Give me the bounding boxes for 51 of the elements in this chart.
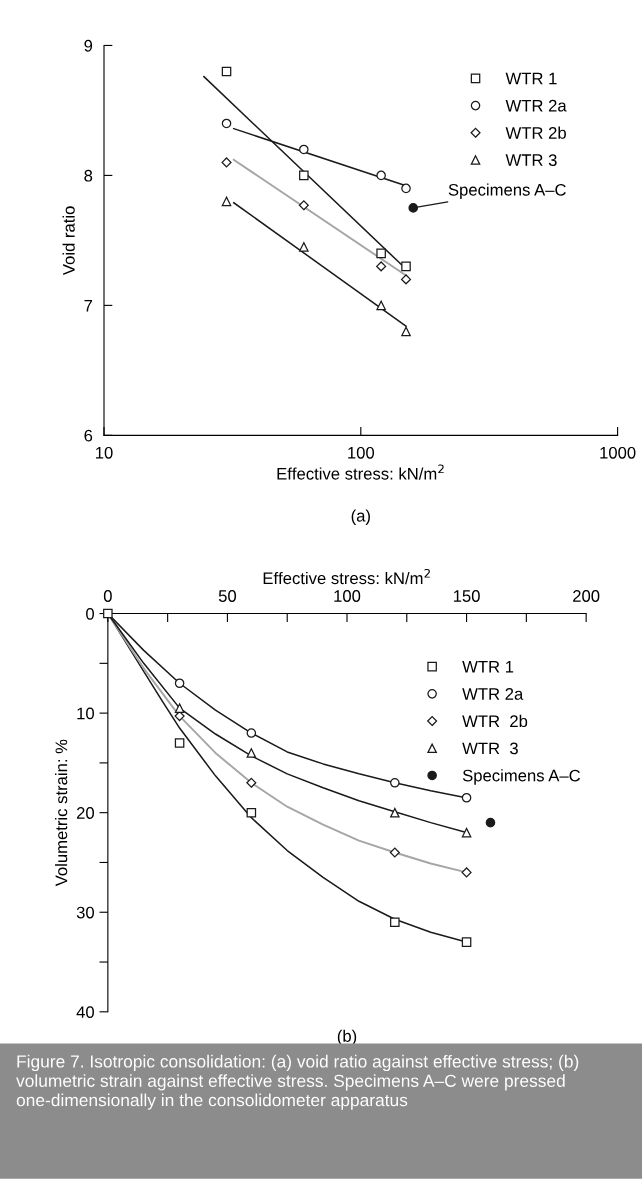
- legend-label: WTR 2b: [505, 126, 566, 139]
- point: [174, 678, 185, 689]
- x-axis-title: Effective stress: kN/m$^{2}$: [277, 464, 444, 480]
- point: [246, 748, 257, 758]
- point: [246, 728, 257, 738]
- legend-label: WTR 3: [462, 742, 518, 755]
- x-tick-label: 150: [453, 590, 480, 602]
- point: [461, 827, 472, 838]
- point: [461, 792, 472, 803]
- legend-label: WTR 2b: [462, 714, 528, 728]
- x-tick-label: 50: [218, 590, 237, 602]
- y-tick-label: 9: [84, 39, 93, 52]
- y-tick-label: 0: [86, 607, 95, 620]
- point: [174, 738, 185, 748]
- legend-label: WTR 2a: [462, 688, 524, 700]
- y-tick-label: 20: [76, 807, 95, 819]
- x-tick-label: 1000: [600, 446, 636, 459]
- point: [246, 807, 257, 818]
- y-axis-title: Volumetric strain: %: [55, 739, 68, 887]
- point: [389, 847, 400, 858]
- y-tick-label: 30: [76, 906, 95, 919]
- legend-label: WTR 1: [505, 72, 557, 85]
- legend-label: WTR 1: [462, 661, 514, 673]
- y-tick-label: 7: [84, 299, 93, 312]
- point: [390, 807, 400, 818]
- legend-label: Specimens A–C: [462, 769, 581, 785]
- annotation: Specimens A–C: [448, 183, 566, 200]
- point: [485, 817, 496, 828]
- y-tick-label: 8: [84, 169, 93, 182]
- point: [461, 937, 472, 947]
- y-axis-title: Void ratio: [62, 206, 75, 276]
- x-tick-label: 100: [334, 590, 361, 602]
- point: [390, 778, 400, 788]
- text: (a): [351, 509, 370, 525]
- x-axis-title: Effective stress: kN/m$^{2}$: [263, 568, 430, 585]
- y-tick-label: 10: [77, 707, 95, 720]
- x-tick-label: 0: [103, 590, 112, 602]
- x-tick-label: 10: [96, 446, 113, 459]
- y-tick-label: 40: [76, 1006, 95, 1019]
- point: [390, 917, 400, 927]
- point: [103, 608, 113, 619]
- y-tick-label: 6: [84, 429, 93, 442]
- legend-label: WTR 2a: [505, 99, 567, 112]
- legend-label: WTR 3: [505, 154, 557, 166]
- point: [174, 703, 185, 713]
- point: [461, 867, 472, 878]
- caption: Figure 7. Isotropic consolidation: (a) void ratio against effective stress; (b) volumetric strain against effective stress. Specimens A–C were pressed one-dimensionally in the consolidometer apparatus: [16, 1054, 579, 1110]
- text: (b): [337, 1029, 357, 1046]
- x-tick-label: 200: [573, 590, 600, 602]
- x-tick-label: 100: [348, 446, 375, 459]
- point: [246, 777, 257, 788]
